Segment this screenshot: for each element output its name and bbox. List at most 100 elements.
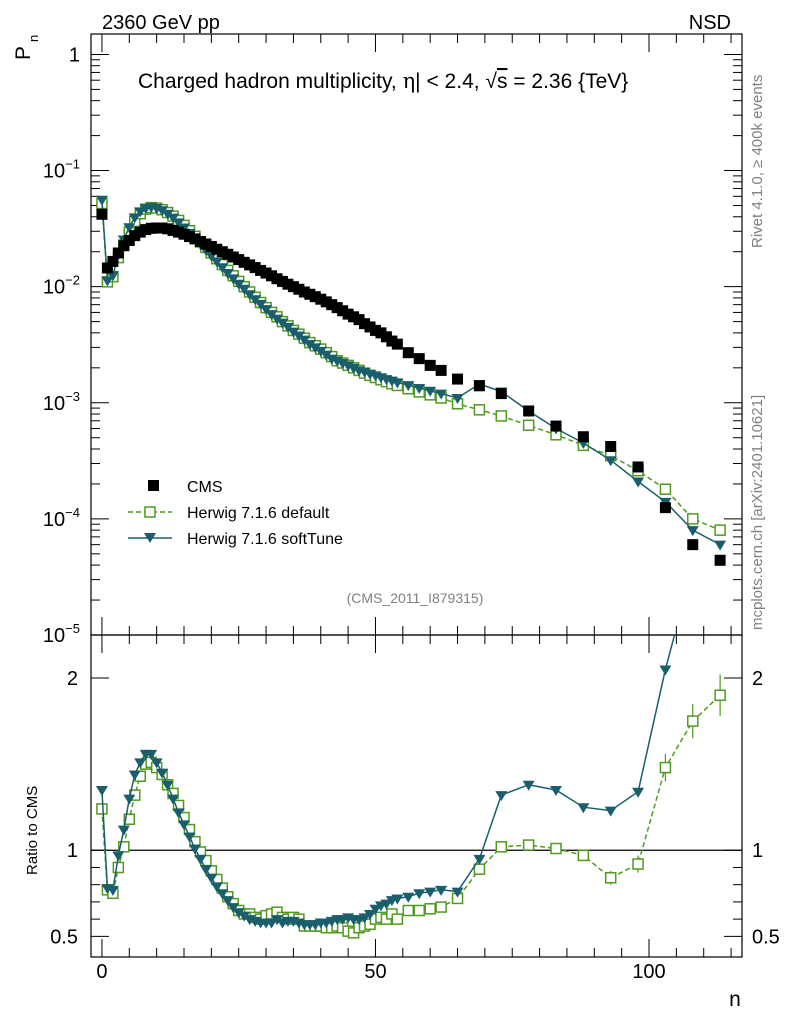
legend-cms-label: CMS xyxy=(187,479,223,496)
main-point-softtune xyxy=(123,223,136,234)
ratio-point-softtune xyxy=(188,844,201,855)
title-eta: η xyxy=(403,69,416,93)
ratio-point-default xyxy=(413,904,425,917)
main-point-cms xyxy=(112,247,124,259)
ratio-point-softtune xyxy=(424,887,437,898)
ratio-point-default xyxy=(435,901,447,913)
ratio-y-tick-label-right: 0.5 xyxy=(752,926,780,948)
ratio-point-softtune xyxy=(369,904,382,915)
main-point-softtune xyxy=(172,218,185,229)
ratio-point-softtune xyxy=(156,768,169,779)
ratio-point-softtune xyxy=(117,825,130,836)
y-tick-exp: −3 xyxy=(65,389,80,404)
ratio-point-default xyxy=(522,839,535,851)
ratio-point-softtune xyxy=(364,909,376,920)
mcplots-label: mcplots.cern.ch [arXiv:2401.10621] xyxy=(749,395,766,630)
main-point-softtune xyxy=(101,276,114,287)
main-point-softtune xyxy=(714,540,727,551)
y-tick-label: 10−4 xyxy=(43,505,80,531)
ratio-point-default xyxy=(96,803,108,815)
y-tick-label: 10−2 xyxy=(43,273,80,299)
main-point-cms xyxy=(424,359,436,371)
ratio-point-default xyxy=(714,689,726,702)
main-series-softtune xyxy=(95,195,727,551)
ratio-point-default xyxy=(632,858,644,870)
analysis-id-label: (CMS_2011_I879315) xyxy=(347,590,484,606)
process-label: NSD xyxy=(689,12,731,34)
ratio-point-softtune xyxy=(659,665,672,676)
main-point-softtune xyxy=(320,350,333,361)
ratio-y-tick-label: 2 xyxy=(67,668,78,690)
ratio-y-tick-label-right: 2 xyxy=(752,668,763,690)
main-point-softtune xyxy=(604,456,617,467)
ratio-point-default xyxy=(473,863,486,875)
ratio-point-softtune xyxy=(687,562,699,572)
ratio-point-softtune xyxy=(178,820,190,831)
main-point-softtune xyxy=(161,209,174,220)
y-tick-label: 10−1 xyxy=(43,157,80,183)
main-point-softtune xyxy=(632,477,645,488)
ratio-point-softtune xyxy=(451,887,464,898)
legend-cms-marker xyxy=(148,480,159,491)
ratio-point-softtune xyxy=(358,913,371,924)
title-sqrt-arg: s xyxy=(497,70,508,93)
ratio-point-default xyxy=(402,904,415,917)
x-tick-label: 100 xyxy=(632,961,665,983)
ratio-point-default xyxy=(112,861,125,874)
x-tick-label: 50 xyxy=(364,961,386,983)
ratio-point-softtune xyxy=(106,885,119,896)
ratio-point-softtune xyxy=(161,780,174,791)
ratio-point-softtune xyxy=(183,832,196,843)
ratio-point-softtune xyxy=(123,794,136,805)
ratio-point-softtune xyxy=(167,794,180,805)
main-point-cms xyxy=(473,380,485,392)
ratio-point-softtune xyxy=(402,892,415,903)
x-tick-label: 0 xyxy=(96,961,107,983)
ratio-series-default xyxy=(96,674,726,939)
ratio-point-softtune xyxy=(473,854,486,865)
main-point-default xyxy=(659,483,672,495)
main-point-cms xyxy=(96,208,108,220)
main-point-softtune xyxy=(435,389,448,400)
ratio-series-softtune xyxy=(95,562,699,931)
main-series-cms xyxy=(96,208,726,566)
ratio-line-softtune xyxy=(101,635,676,926)
title-sqrt: √ xyxy=(485,70,497,93)
energy-label: 2360 GeV pp xyxy=(102,12,220,34)
ratio-point-softtune xyxy=(391,894,404,905)
main-point-cms xyxy=(413,353,425,365)
main-point-softtune xyxy=(106,271,119,282)
ratio-point-default xyxy=(550,842,562,855)
legend-softtune-label: Herwig 7.1.6 softTune xyxy=(187,531,343,548)
main-point-cms xyxy=(107,255,119,267)
ratio-point-default xyxy=(495,841,508,853)
ratio-point-softtune xyxy=(265,918,278,929)
ratio-point-default xyxy=(659,761,672,774)
main-point-cms xyxy=(605,441,617,453)
ratio-point-softtune xyxy=(112,851,125,862)
y-tick-exp: −1 xyxy=(65,157,80,172)
main-point-softtune xyxy=(156,206,169,217)
title-energy: = 2.36 {TeV} xyxy=(507,70,628,93)
ratio-panel-frame xyxy=(90,634,743,958)
ratio-point-softtune xyxy=(150,758,163,769)
main-point-default xyxy=(473,404,486,416)
main-point-softtune xyxy=(271,314,283,325)
ratio-point-softtune xyxy=(95,785,108,796)
ratio-point-softtune xyxy=(550,785,562,796)
main-point-default xyxy=(687,513,699,525)
rivet-version-label: Rivet 4.1.0, ≥ 400k events xyxy=(749,75,766,248)
ratio-y-tick-label: 1 xyxy=(67,840,78,862)
ratio-point-softtune xyxy=(221,896,234,907)
ratio-point-default xyxy=(391,913,404,925)
y-tick-base: 1 xyxy=(69,44,80,66)
main-point-softtune xyxy=(309,343,322,354)
main-point-softtune xyxy=(402,381,415,392)
ratio-point-softtune xyxy=(210,882,223,893)
ratio-point-softtune xyxy=(604,806,617,817)
ratio-point-softtune xyxy=(413,889,426,900)
main-point-softtune xyxy=(391,378,404,389)
main-point-cms xyxy=(632,461,644,473)
main-point-softtune xyxy=(287,327,300,338)
